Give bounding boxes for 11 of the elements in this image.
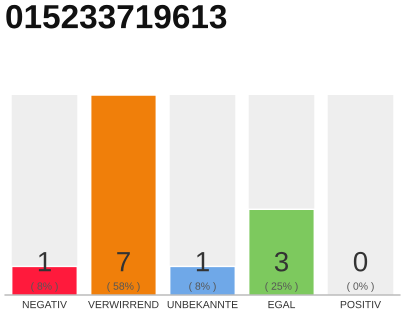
- x-tick-label: VERWIRREND: [88, 300, 158, 308]
- x-tick-label: NEGATIV: [22, 300, 67, 308]
- data-label: 1 ( 8% ): [189, 252, 216, 292]
- data-label: 7 ( 58% ): [107, 252, 140, 292]
- data-label: 0 ( 0% ): [347, 252, 374, 292]
- chart-title: 015233719613: [6, 4, 226, 29]
- data-label: 3 ( 25% ): [265, 252, 298, 292]
- data-label: 1 ( 8% ): [31, 252, 58, 292]
- x-tick-label: UNBEKANNTE: [168, 300, 238, 308]
- x-tick-label: POSITIV: [340, 300, 382, 308]
- x-tick-label: EGAL: [268, 300, 296, 308]
